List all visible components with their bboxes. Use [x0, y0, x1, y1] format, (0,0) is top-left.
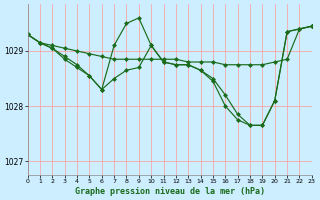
X-axis label: Graphe pression niveau de la mer (hPa): Graphe pression niveau de la mer (hPa) [75, 187, 265, 196]
